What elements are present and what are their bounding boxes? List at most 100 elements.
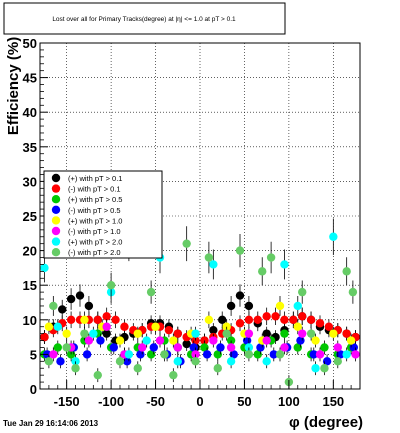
data-point: [342, 267, 351, 276]
y-tick-label: 10: [23, 313, 37, 328]
y-tick-label: 30: [23, 174, 37, 189]
legend-marker: [51, 237, 61, 246]
data-point: [209, 260, 218, 269]
data-point: [226, 357, 236, 366]
data-point: [109, 343, 118, 352]
data-point: [322, 357, 332, 366]
data-point: [102, 322, 111, 331]
y-axis-title: Efficiency (%): [5, 37, 22, 135]
data-point: [280, 343, 289, 352]
data-point: [306, 329, 316, 338]
data-point: [315, 319, 325, 328]
data-point: [218, 315, 227, 324]
data-point: [53, 322, 62, 331]
series-5: [49, 319, 360, 362]
data-point: [342, 350, 351, 359]
data-point: [49, 301, 58, 311]
data-point: [253, 350, 262, 359]
legend-label: (+) with pT > 0.5: [68, 195, 122, 204]
data-point: [191, 350, 200, 359]
x-tick-label: 100: [278, 394, 300, 409]
y-tick-label: 35: [23, 140, 37, 155]
data-point: [262, 312, 271, 321]
legend-label: (+) with pT > 1.0: [68, 216, 122, 225]
data-point: [336, 350, 345, 359]
data-point: [80, 315, 89, 324]
data-point: [235, 319, 245, 328]
data-point: [191, 329, 200, 338]
legend-marker: [51, 248, 61, 257]
data-point: [266, 253, 276, 262]
y-tick-label: 5: [30, 347, 37, 362]
data-point: [244, 301, 254, 311]
data-point: [342, 329, 351, 338]
data-point: [262, 336, 271, 345]
data-point: [244, 350, 254, 359]
chart-title: Lost over all for Primary Tracks(degree)…: [52, 16, 236, 23]
data-point: [62, 343, 71, 352]
data-point: [346, 336, 356, 345]
data-point: [173, 343, 182, 352]
data-point: [155, 336, 165, 345]
data-point: [202, 350, 212, 359]
x-axis-title: φ (degree): [289, 414, 363, 431]
data-point: [56, 357, 65, 366]
data-point: [280, 315, 289, 324]
data-point: [213, 364, 222, 373]
data-point: [93, 370, 102, 380]
data-point: [269, 350, 278, 359]
data-point: [82, 350, 92, 359]
data-point: [142, 336, 151, 345]
data-point: [289, 315, 298, 324]
data-point: [324, 322, 334, 331]
data-point: [298, 329, 307, 338]
data-point: [298, 312, 307, 321]
y-tick-label: 45: [23, 71, 37, 86]
data-point: [102, 312, 111, 321]
data-point: [280, 260, 289, 269]
data-point: [53, 343, 62, 352]
y-tick-label: 15: [23, 278, 37, 293]
data-point: [298, 287, 307, 297]
data-point: [111, 315, 120, 324]
data-point: [40, 332, 49, 342]
data-point: [80, 329, 89, 338]
legend-marker: [51, 184, 61, 193]
data-point: [275, 301, 285, 311]
data-point: [293, 322, 302, 331]
data-point: [348, 287, 358, 297]
data-point: [93, 315, 102, 324]
data-point: [191, 357, 200, 366]
data-point: [293, 301, 302, 311]
data-point: [115, 357, 125, 366]
data-point: [146, 350, 156, 359]
data-point: [258, 267, 267, 276]
data-point: [66, 315, 76, 324]
data-point: [200, 343, 209, 352]
data-point: [309, 350, 318, 359]
data-point: [62, 329, 71, 338]
legend: (+) with pT > 0.1(-) with pT > 0.1(+) wi…: [43, 170, 163, 259]
data-point: [320, 364, 329, 373]
legend-label: (-) with pT > 2.0: [68, 248, 121, 257]
data-point: [329, 232, 338, 241]
x-tick-label: -50: [146, 394, 165, 409]
data-point: [229, 350, 238, 359]
legend-marker: [51, 216, 61, 225]
data-point: [169, 370, 178, 380]
legend-marker: [51, 195, 61, 204]
x-tick-label: 150: [322, 394, 344, 409]
data-point: [204, 315, 214, 324]
data-point: [89, 329, 98, 338]
data-point: [71, 364, 80, 373]
y-tick-label: 40: [23, 105, 37, 120]
data-point: [115, 336, 125, 345]
title-box: Lost over all for Primary Tracks(degree)…: [3, 2, 286, 35]
data-point: [311, 364, 320, 373]
data-point: [44, 322, 54, 331]
data-point: [149, 343, 158, 352]
data-point: [311, 336, 320, 345]
y-tick-label: 0: [30, 382, 37, 397]
x-tick-label: -150: [54, 394, 80, 409]
